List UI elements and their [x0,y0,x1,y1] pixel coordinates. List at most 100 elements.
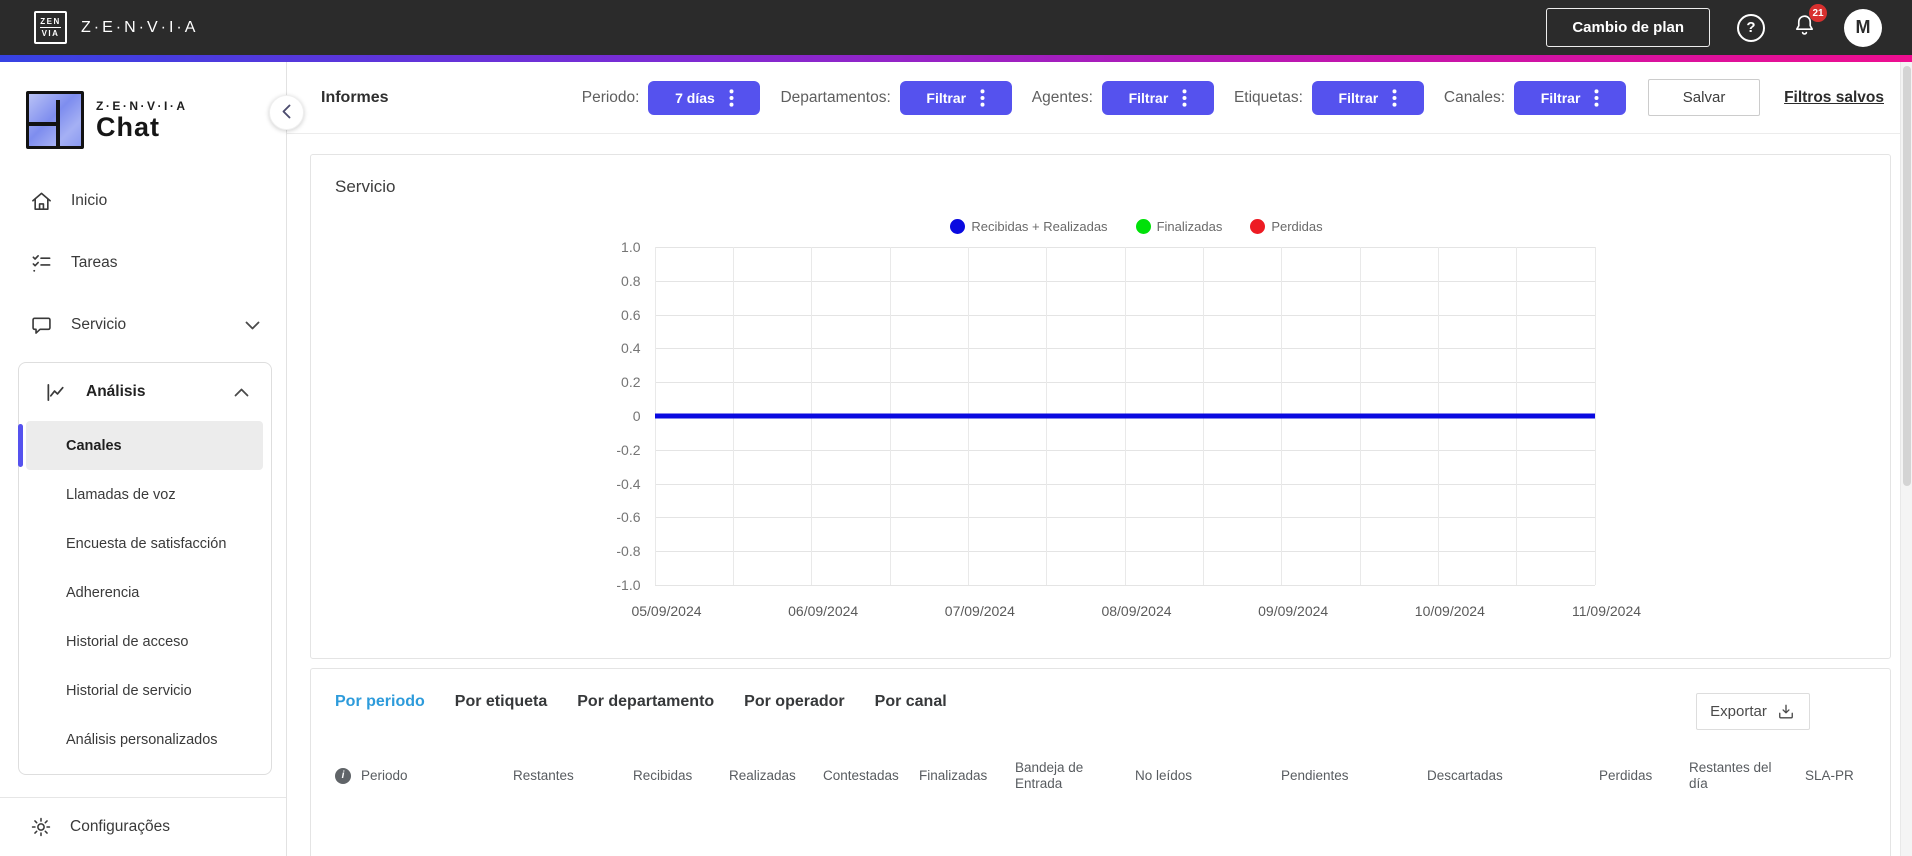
filter-value: Filtrar [926,89,967,106]
sidebar-subitem-historial-de-acceso[interactable]: Historial de acceso [66,633,189,650]
x-tick-label: 07/09/2024 [944,603,1015,619]
legend-item-perdidas: Perdidas [1250,218,1323,234]
content: Servicio Recibidas + Realizadas Finalizad… [287,134,1912,856]
y-tick-label: -0.2 [616,441,641,458]
scrollbar-thumb[interactable] [1903,66,1911,486]
chevron-up-icon [234,388,249,397]
sidebar-item-label: Inicio [71,192,108,209]
export-button[interactable]: Exportar [1696,693,1810,730]
info-icon[interactable]: i [335,768,351,784]
dots-vertical-icon [729,88,734,107]
column-header-contestadas: Contestadas [823,768,919,784]
v-gridline [1594,247,1596,585]
change-plan-button[interactable]: Cambio de plan [1546,8,1710,47]
column-header-finalizadas: Finalizadas [919,768,1015,784]
tab-por-etiqueta[interactable]: Por etiqueta [454,693,548,710]
filter-button-agentes[interactable]: Filtrar [1101,80,1214,115]
filter-button-etiquetas[interactable]: Filtrar [1311,80,1424,115]
zenvia-chat-logo-icon [26,91,84,149]
column-header-label: Recibidas [633,767,693,783]
sidebar-subitem-historial-de-servicio[interactable]: Historial de servicio [66,682,192,699]
notification-badge: 21 [1809,4,1827,22]
help-icon[interactable]: ? [1737,13,1765,42]
filter-button-departamentos[interactable]: Filtrar [899,80,1012,115]
sidebar-item-label: Configurações [70,818,170,835]
column-header-label: SLA-PR [1805,767,1854,783]
column-header-label: Realizadas [729,767,796,783]
tab-por-departamento[interactable]: Por departamento [577,693,715,710]
dots-vertical-icon [1392,88,1397,107]
legend-item-recibidas-realizadas: Recibidas + Realizadas [950,218,1108,234]
chart-title: Servicio [335,177,396,196]
legend-label: Recibidas + Realizadas [971,218,1108,234]
legend-dot-icon [1135,218,1151,234]
sidebar-collapse-button[interactable] [269,95,304,130]
sidebar-item-label: Análisis [86,383,146,400]
y-tick-label: -0.6 [616,509,641,526]
report-tabs: Por periodo Por etiqueta Por departamento P… [335,693,1866,711]
column-header-label: Bandeja de Entrada [1015,759,1084,791]
column-header-label: Restantes del día [1689,759,1772,791]
sidebar-item-inicio[interactable]: Inicio [0,170,286,232]
y-tick-label: 1.0 [621,239,641,255]
y-tick-label: -1.0 [616,577,641,593]
sidebar-subitem-analisis-personalizados[interactable]: Análisis personalizados [66,731,218,748]
sidebar-menu: Inicio Tareas Servicio [0,158,286,356]
sidebar-item-configuracoes[interactable]: Configurações [0,798,286,856]
topbar-actions: Cambio de plan ? 21 M [1546,4,1882,47]
filter-button-periodo[interactable]: 7 días [648,80,761,115]
line-chart-icon [45,381,69,404]
sidebar-subitem-adherencia[interactable]: Adherencia [66,584,140,601]
tab-por-periodo[interactable]: Por periodo [335,693,425,710]
tab-por-canal[interactable]: Por canal [874,693,947,710]
sidebar-item-label: Servicio [71,316,127,333]
filter-value: Filtrar [1128,89,1169,106]
column-header-restantes-del-dia: Restantes del día [1689,760,1805,792]
tab-por-operador[interactable]: Por operador [744,693,845,710]
notifications-bell-icon[interactable]: 21 [1792,4,1827,43]
sidebar-subitem-encuesta-de-satisfaccion[interactable]: Encuesta de satisfacción [66,535,227,552]
column-header-periodo: i Periodo [335,768,513,784]
column-header-restantes: Restantes [513,768,633,784]
column-header-label: Descartadas [1427,767,1503,783]
column-header-label: Contestadas [823,767,899,783]
download-icon [1776,702,1796,722]
filter-label-periodo: Periodo: [581,88,640,106]
save-button[interactable]: Salvar [1648,79,1761,116]
sidebar-subitem-canales[interactable]: Canales [18,421,263,470]
home-icon [30,190,54,213]
x-tick-label: 11/09/2024 [1571,603,1642,619]
sidebar-subitem-llamadas-de-voz[interactable]: Llamadas de voz [66,486,176,503]
sidebar-item-analisis[interactable]: Análisis [19,363,271,421]
report-table-card: Por periodo Por etiqueta Por departamento P… [310,668,1891,856]
dots-vertical-icon [980,88,985,107]
column-header-recibidas: Recibidas [633,768,729,784]
y-axis-labels: 1.0 0.8 0.6 0.4 0.2 0 -0.2 -0.4 -0.6 -0.8 -1.0 [595,239,655,593]
topbar: ZEN VIA Z·E·N·V·I·A Cambio de plan ? 21 M [0,0,1912,55]
bell-icon [1792,12,1817,43]
zenvia-logo-icon: ZEN VIA [34,11,67,44]
sidebar-product-text: Chat [96,112,160,142]
avatar[interactable]: M [1844,8,1882,47]
column-header-descartadas: Descartadas [1427,768,1599,784]
filter-label-canales: Canales: [1443,88,1506,106]
filter-label-departamentos: Departamentos: [780,88,891,106]
filter-button-canales[interactable]: Filtrar [1514,80,1627,115]
y-tick-label: -0.8 [616,543,641,560]
x-tick-label: 06/09/2024 [788,603,859,619]
y-tick-label: 0.2 [621,374,641,391]
brand-gradient-bar [0,55,1912,62]
sidebar-item-servicio[interactable]: Servicio [0,294,286,356]
legend-dot-icon [950,218,966,234]
sidebar-item-tareas[interactable]: Tareas [0,232,286,294]
x-tick-label: 05/09/2024 [631,603,702,619]
page-scrollbar[interactable] [1900,62,1912,856]
filters-group: Periodo: 7 días Departamentos: Filtrar Agent… [581,80,1646,115]
filter-label-etiquetas: Etiquetas: [1233,88,1303,106]
sidebar-brand-text: Z·E·N·V·I·A [96,99,188,113]
saved-filters-link[interactable]: Filtros salvos [1784,88,1884,106]
y-tick-label: 0.4 [621,340,641,357]
x-axis-labels: 05/09/2024 06/09/2024 07/09/2024 08/09/2024… [631,595,1641,629]
filter-value: Filtrar [1338,89,1379,106]
filter-label-agentes: Agentes: [1031,88,1093,106]
